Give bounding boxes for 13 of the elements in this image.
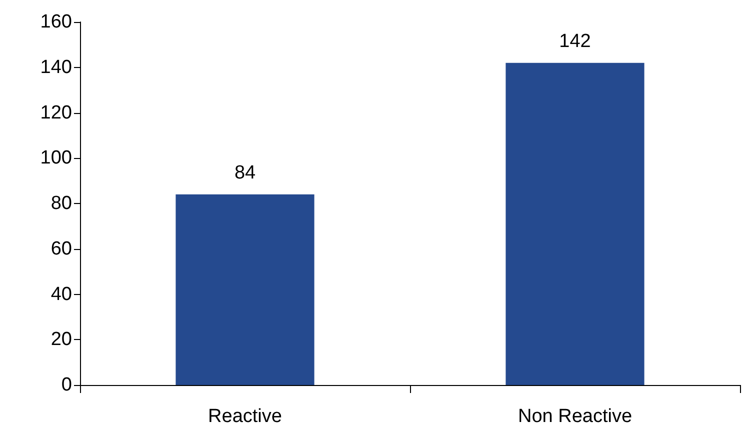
y-tick-label: 160 — [40, 12, 72, 32]
y-tick-label: 0 — [61, 374, 72, 396]
y-tick-label: 120 — [40, 102, 72, 124]
x-tick-label: Non Reactive — [518, 406, 632, 427]
data-label: 142 — [559, 30, 591, 52]
y-tick-label: 140 — [40, 56, 72, 78]
y-tick-label: 60 — [50, 238, 72, 260]
x-tick-label: Reactive — [208, 406, 282, 427]
y-tick-label: 80 — [50, 193, 72, 214]
y-tick-label: 100 — [40, 148, 72, 169]
y-tick-label: 20 — [50, 329, 72, 350]
data-label: 84 — [234, 162, 256, 184]
y-tick-label: 40 — [50, 284, 72, 305]
